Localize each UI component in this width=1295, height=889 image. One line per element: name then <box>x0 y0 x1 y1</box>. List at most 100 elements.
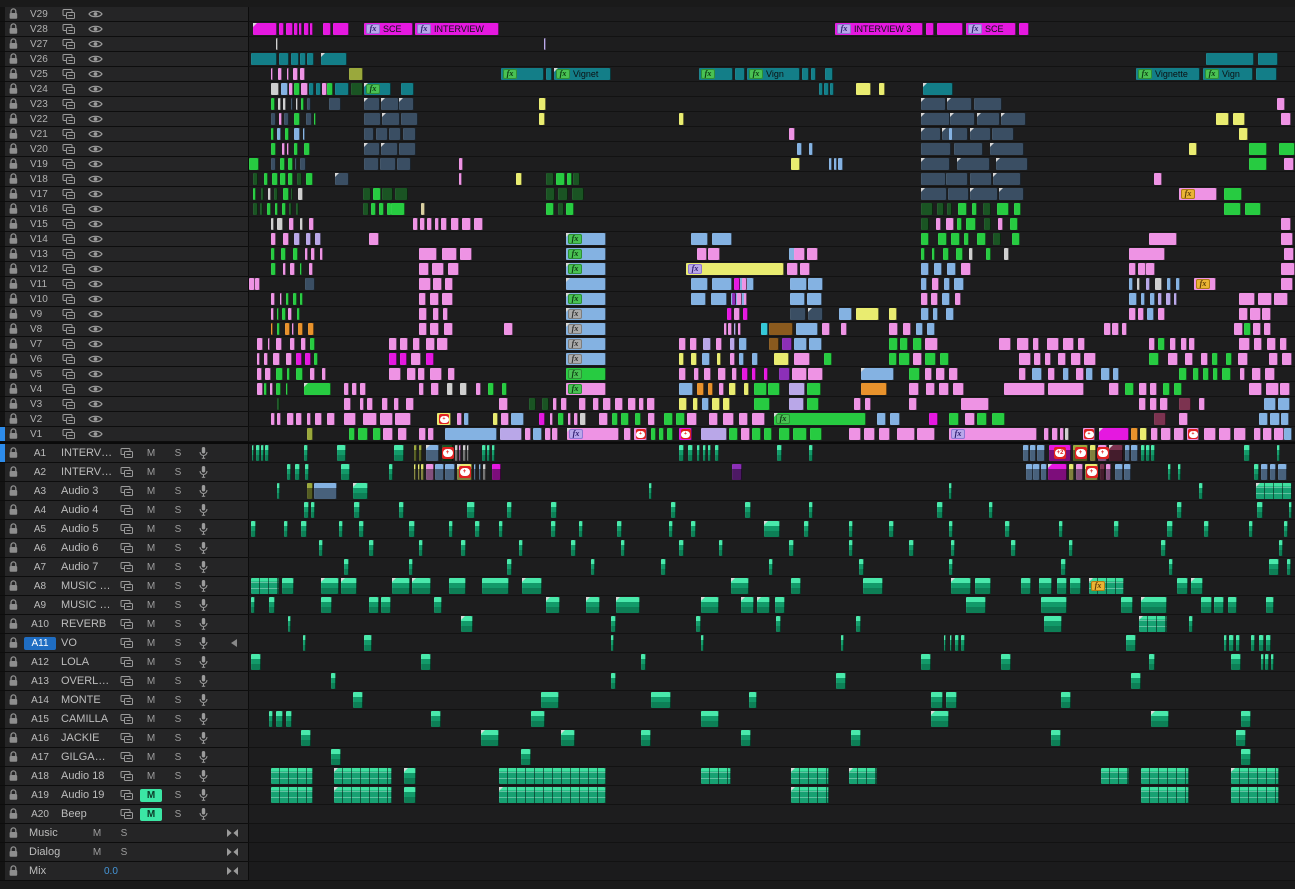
clip[interactable] <box>1257 502 1263 518</box>
clip[interactable] <box>974 98 1002 110</box>
clip[interactable] <box>431 711 441 727</box>
clip[interactable] <box>382 398 388 410</box>
clip[interactable] <box>1274 293 1288 305</box>
lock-icon[interactable] <box>8 353 19 365</box>
clip[interactable] <box>1100 464 1105 480</box>
clip[interactable] <box>1048 464 1067 480</box>
clip[interactable]: fx <box>566 383 606 395</box>
clip[interactable] <box>1058 353 1066 365</box>
clip[interactable] <box>413 338 420 350</box>
clip[interactable] <box>889 338 898 350</box>
clip[interactable] <box>849 521 853 537</box>
lock-icon[interactable] <box>8 278 19 290</box>
clip[interactable] <box>401 83 414 95</box>
sync-lock-icon[interactable] <box>62 9 76 20</box>
track-number[interactable]: A1 <box>33 448 47 459</box>
clip[interactable] <box>861 383 887 395</box>
track-name[interactable]: JACKIE <box>61 732 100 744</box>
clip[interactable] <box>1270 464 1276 480</box>
clip[interactable] <box>364 635 372 651</box>
clip[interactable] <box>327 83 333 95</box>
clip[interactable] <box>310 338 315 350</box>
clip[interactable] <box>964 233 969 245</box>
clip[interactable] <box>403 128 416 140</box>
clip[interactable] <box>1185 353 1193 365</box>
clip[interactable] <box>790 278 807 290</box>
source-target-indicator[interactable] <box>0 157 5 171</box>
track-name[interactable]: V9 <box>30 309 43 320</box>
clip[interactable] <box>1021 578 1031 594</box>
mute-button[interactable]: M <box>146 562 156 573</box>
clip[interactable] <box>809 143 813 155</box>
solo-button[interactable]: S <box>174 733 182 744</box>
clip[interactable] <box>287 464 291 480</box>
track-name[interactable]: V29 <box>30 9 48 20</box>
clip[interactable] <box>1101 368 1110 380</box>
clip[interactable] <box>586 597 600 613</box>
voiceover-record-mic-icon[interactable] <box>199 580 208 593</box>
clip[interactable] <box>546 203 554 215</box>
lock-icon[interactable] <box>8 599 19 611</box>
clip[interactable] <box>296 98 298 110</box>
clip[interactable] <box>955 635 959 651</box>
clip[interactable]: fx <box>501 68 544 80</box>
source-target-indicator[interactable] <box>0 412 5 426</box>
clip[interactable] <box>287 143 289 155</box>
clip[interactable] <box>579 521 583 537</box>
clip[interactable] <box>275 203 278 215</box>
clip[interactable] <box>957 218 962 230</box>
clip[interactable] <box>271 128 274 140</box>
clip[interactable] <box>290 263 295 275</box>
clip[interactable] <box>276 383 281 395</box>
clip[interactable] <box>1201 353 1208 365</box>
clip[interactable] <box>1160 398 1168 410</box>
clip[interactable] <box>669 521 673 537</box>
clip[interactable] <box>743 308 748 320</box>
clip[interactable]: fx <box>699 68 733 80</box>
mute-button[interactable]: M <box>140 808 162 821</box>
clip[interactable] <box>288 616 291 632</box>
clip[interactable] <box>253 203 258 215</box>
clip[interactable] <box>430 293 439 305</box>
clip[interactable] <box>1131 428 1138 440</box>
clip[interactable] <box>1010 218 1018 230</box>
clip[interactable] <box>1284 428 1292 440</box>
sync-lock-icon[interactable] <box>62 189 76 200</box>
track-name[interactable]: V15 <box>30 219 48 230</box>
clip[interactable] <box>433 278 442 290</box>
clip[interactable] <box>261 188 264 200</box>
source-target-indicator[interactable] <box>0 172 5 186</box>
clip[interactable] <box>404 787 416 803</box>
clip[interactable] <box>1279 540 1283 556</box>
source-target-indicator[interactable] <box>0 37 5 51</box>
clip[interactable] <box>499 787 606 803</box>
clip[interactable] <box>1231 768 1279 784</box>
clip[interactable] <box>412 578 431 594</box>
clip[interactable] <box>525 428 531 440</box>
clip[interactable] <box>1150 398 1157 410</box>
clip[interactable] <box>271 68 273 80</box>
clip[interactable] <box>661 559 666 575</box>
lock-icon[interactable] <box>8 447 19 459</box>
clip[interactable] <box>301 338 306 350</box>
clip[interactable] <box>426 338 435 350</box>
source-target-indicator[interactable] <box>0 710 5 728</box>
solo-button[interactable]: S <box>174 714 182 725</box>
clip[interactable] <box>492 464 501 480</box>
clip[interactable] <box>300 53 306 65</box>
clip[interactable] <box>612 413 618 425</box>
clip[interactable] <box>1131 445 1138 461</box>
clip[interactable] <box>304 383 331 395</box>
lock-icon[interactable] <box>8 637 19 649</box>
clip[interactable] <box>296 368 303 380</box>
clip[interactable] <box>1129 263 1136 275</box>
track-name[interactable]: Audio 4 <box>61 504 99 516</box>
source-target-indicator[interactable] <box>0 52 5 66</box>
clip[interactable] <box>381 143 398 155</box>
clip[interactable] <box>1030 445 1036 461</box>
track-name[interactable]: OVERL… <box>61 675 110 687</box>
clip[interactable] <box>697 248 707 260</box>
clip[interactable] <box>986 248 991 260</box>
track-name[interactable]: V5 <box>30 369 43 380</box>
lock-icon[interactable] <box>8 233 19 245</box>
